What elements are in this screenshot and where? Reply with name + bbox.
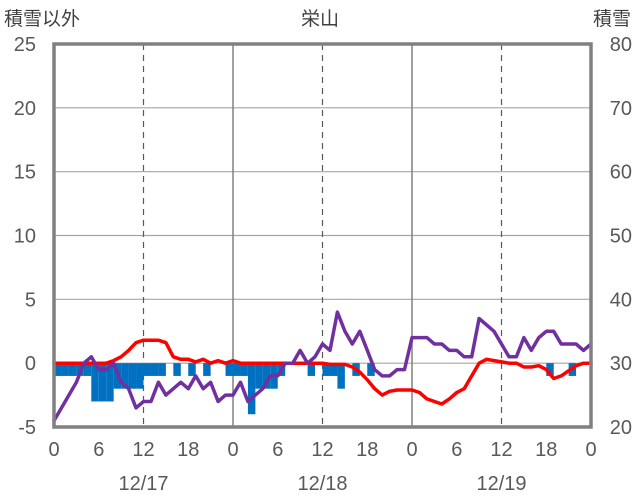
left-axis-label: 積雪以外 <box>4 8 80 30</box>
right-axis-ticks: 20 30 40 50 60 70 80 <box>610 34 632 439</box>
x-tick-label: 0 <box>48 439 59 461</box>
precipitation-bar <box>54 363 62 376</box>
precipitation-bar <box>546 363 554 376</box>
left-tick-label: 20 <box>14 98 36 120</box>
right-tick-label: 60 <box>610 162 632 184</box>
precipitation-bar <box>106 363 114 402</box>
precipitation-bar <box>329 363 338 376</box>
x-tick-label: 12 <box>311 439 333 461</box>
x-tick-label: 12 <box>490 439 512 461</box>
series-lines <box>52 310 593 423</box>
right-axis-label: 積雪 <box>593 8 631 30</box>
precipitation-bar <box>68 363 77 376</box>
right-tick-label: 50 <box>610 226 632 248</box>
precipitation-bar <box>188 363 196 376</box>
precipitation-bar <box>143 363 151 376</box>
precipitation-bar <box>150 363 159 376</box>
precipitation-bar <box>247 363 256 415</box>
precipitation-bar <box>203 363 211 376</box>
precipitation-bar <box>255 363 263 389</box>
x-axis-ticks: 0 6 12 18 0 6 12 18 0 6 12 18 0 <box>48 439 596 461</box>
precipitation-bar <box>322 363 330 376</box>
chart-title: 栄山 <box>301 8 339 30</box>
x-tick-label: 6 <box>451 439 462 461</box>
plot-frame <box>52 42 593 429</box>
x-tick-label: 6 <box>272 439 283 461</box>
precipitation-bar <box>158 363 166 376</box>
left-tick-label: -5 <box>18 417 36 439</box>
x-tick-label: 18 <box>177 439 199 461</box>
left-tick-label: 15 <box>14 162 36 184</box>
precipitation-bar <box>233 363 241 376</box>
precipitation-bar <box>61 363 69 376</box>
x-tick-label: 18 <box>356 439 378 461</box>
date-labels: 12/17 12/18 12/19 <box>118 473 526 495</box>
right-tick-label: 20 <box>610 417 632 439</box>
right-tick-label: 30 <box>610 353 632 375</box>
left-tick-label: 0 <box>25 353 36 375</box>
precipitation-bar <box>173 363 181 376</box>
precipitation-bar <box>136 363 144 389</box>
left-axis-ticks: -5 0 5 10 15 20 25 <box>14 34 36 439</box>
precipitation-bar <box>83 363 92 376</box>
precipitation-bar <box>225 363 233 376</box>
precipitation-bar <box>128 363 137 389</box>
x-tick-label: 12 <box>132 439 154 461</box>
left-tick-label: 5 <box>25 289 36 311</box>
right-tick-label: 40 <box>610 289 632 311</box>
x-tick-label: 6 <box>93 439 104 461</box>
precipitation-bar <box>337 363 345 389</box>
right-tick-label: 80 <box>610 34 632 56</box>
precipitation-bar <box>121 363 129 389</box>
precipitation-bars <box>54 363 577 415</box>
x-tick-label: 0 <box>585 439 596 461</box>
left-tick-label: 25 <box>14 34 36 56</box>
precipitation-bar <box>98 363 107 402</box>
right-tick-label: 70 <box>610 98 632 120</box>
date-label: 12/18 <box>297 473 347 495</box>
date-label: 12/19 <box>476 473 526 495</box>
x-tick-label: 18 <box>535 439 557 461</box>
precipitation-bar <box>307 363 316 376</box>
temperature-line <box>52 338 593 406</box>
precipitation-bar <box>91 363 99 402</box>
date-label: 12/17 <box>118 473 168 495</box>
left-tick-label: 10 <box>14 226 36 248</box>
snow-depth-line <box>52 310 593 423</box>
x-tick-label: 0 <box>227 439 238 461</box>
precipitation-bar <box>262 363 271 389</box>
x-tick-label: 0 <box>406 439 417 461</box>
precipitation-bar <box>367 363 375 376</box>
precipitation-bar <box>240 363 248 376</box>
